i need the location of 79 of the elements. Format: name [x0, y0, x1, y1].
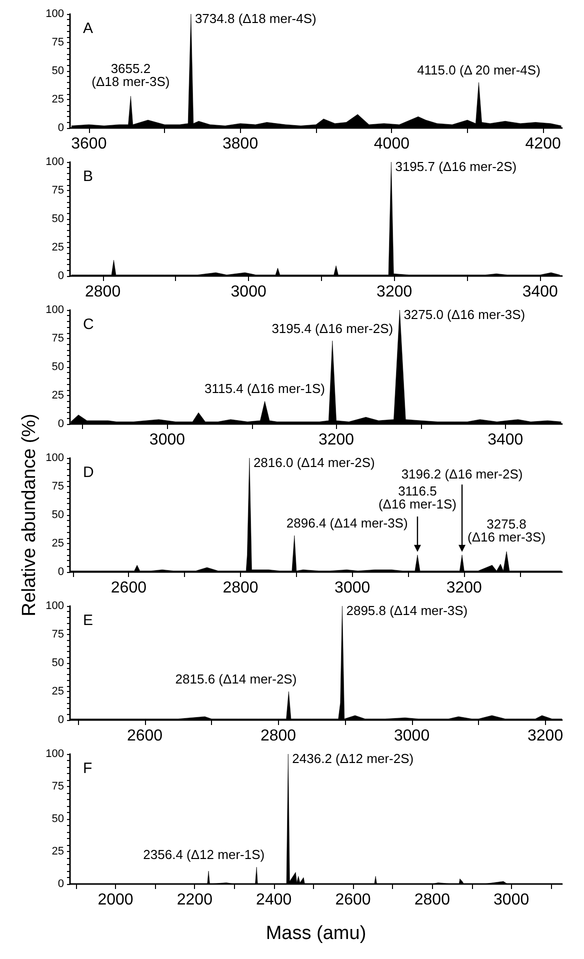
y-tick-label: 50	[52, 509, 64, 521]
x-tick-label: 3200	[318, 432, 354, 448]
annotation: 3275.8 (Δ16 mer-3S)	[468, 516, 546, 544]
y-tick-label: 0	[58, 122, 64, 134]
x-tick-label: 4200	[525, 136, 561, 152]
y-tick-label: 50	[52, 361, 64, 373]
y-tick-label: 100	[46, 452, 64, 464]
y-tick-label: 50	[52, 657, 64, 669]
x-tick-label: 3000	[494, 892, 530, 908]
y-tick-label: 25	[52, 94, 64, 106]
annotation: 3115.4 (Δ16 mer-1S)	[204, 381, 325, 396]
x-tick-label: 3200	[446, 580, 482, 596]
chart-title: A	[83, 20, 94, 37]
chart-title: E	[83, 612, 94, 629]
annotation: 3734.8 (Δ18 mer-4S)	[194, 11, 316, 26]
annotation: 2356.4 (Δ12 mer-1S)	[143, 847, 265, 862]
y-tick-label: 50	[52, 813, 64, 825]
y-tick-label: 0	[58, 270, 64, 282]
annotation: 3275.0 (Δ16 mer-3S)	[404, 307, 526, 322]
y-tick-label: 100	[46, 304, 64, 316]
x-tick-label: 3000	[394, 728, 430, 744]
x-tick-label: 2000	[98, 892, 134, 908]
y-tick-label: 100	[46, 600, 64, 612]
y-tick-label: 75	[52, 480, 64, 492]
x-tick-label: 2800	[414, 892, 450, 908]
annotation: 3655.2 (Δ18 mer-3S)	[92, 61, 170, 90]
x-tick-label: 2800	[222, 580, 258, 596]
x-tick-label: 3000	[230, 284, 266, 300]
x-tick-label: 3400	[488, 432, 524, 448]
y-tick-label: 100	[46, 156, 64, 168]
annotation: 2816.0 (Δ14 mer-2S)	[253, 455, 375, 470]
annotation: 2436.2 (Δ12 mer-2S)	[292, 751, 414, 766]
x-tick-label: 2800	[85, 284, 121, 300]
y-tick-label: 25	[52, 538, 64, 550]
x-tick-label: 3000	[334, 580, 370, 596]
y-tick-label: 0	[58, 878, 64, 890]
x-tick-label: 2400	[256, 892, 292, 908]
x-tick-label: 2600	[335, 892, 371, 908]
x-tick-label: 3200	[528, 728, 564, 744]
annotation: 3116.5 (Δ16 mer-1S)	[378, 484, 456, 512]
y-tick-label: 100	[46, 8, 64, 20]
annotation: 3196.2 (Δ16 mer-2S)	[401, 466, 523, 482]
y-axis-title: Relative abundance (%)	[19, 414, 41, 616]
chart-title: D	[83, 464, 94, 481]
chart-title: B	[83, 168, 94, 185]
y-tick-label: 75	[52, 36, 64, 48]
x-tick-label: 4000	[374, 136, 410, 152]
x-tick-label: 3400	[522, 284, 558, 300]
x-tick-label: 2600	[126, 728, 163, 744]
y-tick-label: 75	[52, 184, 64, 196]
x-tick-label: 3600	[71, 136, 107, 152]
y-tick-label: 75	[52, 332, 64, 344]
x-tick-label: 3800	[222, 136, 258, 152]
y-tick-label: 0	[58, 418, 64, 430]
chart-title: C	[83, 316, 94, 333]
annotation: 2815.6 (Δ14 mer-2S)	[175, 672, 297, 686]
x-tick-label: 2200	[176, 892, 213, 908]
y-tick-label: 25	[52, 242, 64, 254]
annotation: 4115.0 (Δ 20 mer-4S)	[417, 62, 540, 78]
y-tick-label: 0	[58, 714, 64, 726]
annotation: 2895.8 (Δ14 mer-3S)	[346, 603, 468, 618]
y-tick-label: 50	[52, 65, 64, 77]
y-tick-label: 25	[52, 686, 64, 698]
chart-title: F	[83, 760, 92, 777]
x-tick-label: 2800	[260, 728, 296, 744]
y-tick-label: 25	[52, 390, 64, 402]
y-tick-label: 0	[58, 566, 64, 578]
annotation: 3195.4 (Δ16 mer-2S)	[272, 320, 394, 336]
y-tick-label: 75	[52, 628, 64, 640]
x-axis-title: Mass (amu)	[266, 923, 366, 944]
x-tick-label: 3200	[376, 284, 412, 300]
y-tick-label: 50	[52, 213, 64, 225]
x-tick-label: 3000	[149, 432, 186, 448]
y-tick-label: 75	[52, 780, 64, 792]
annotation: 3195.7 (Δ16 mer-2S)	[395, 159, 517, 174]
x-tick-label: 2600	[110, 580, 147, 596]
y-tick-label: 25	[52, 846, 64, 858]
y-tick-label: 100	[46, 748, 64, 760]
annotation: 2896.4 (Δ14 mer-3S)	[286, 516, 408, 531]
